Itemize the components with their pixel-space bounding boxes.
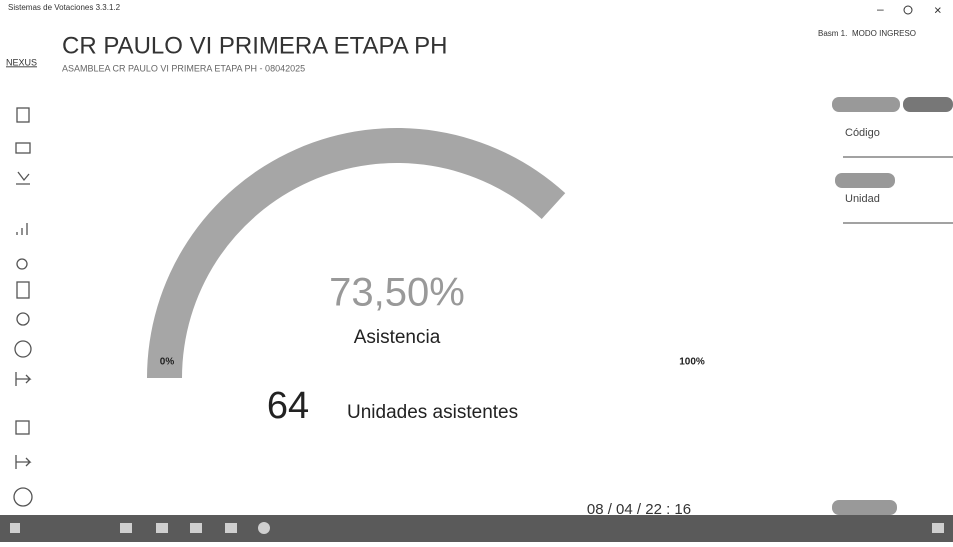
app-window: Sistemas de Votaciones 3.3.1.2 – × NEXUS…: [0, 0, 953, 542]
panel-button[interactable]: [903, 97, 953, 112]
gauge-tick-label: 100%: [679, 357, 705, 368]
gauge-label: Asistencia: [354, 327, 441, 348]
gauge-tick-label: 0%: [160, 357, 175, 368]
unit-label: Unidad: [845, 193, 880, 205]
page-subtitle: ASAMBLEA CR PAULO VI PRIMERA ETAPA PH - …: [62, 63, 305, 73]
code-label: Código: [845, 127, 880, 139]
panel-button[interactable]: [835, 173, 895, 188]
minimize-button[interactable]: –: [877, 2, 884, 16]
menu-icon[interactable]: [16, 372, 30, 386]
page-title: CR PAULO VI PRIMERA ETAPA PH: [62, 32, 447, 59]
taskbar-app[interactable]: [225, 523, 237, 533]
window-title: Sistemas de Votaciones 3.3.1.2: [8, 3, 121, 12]
taskbar: [0, 515, 953, 542]
attendance-count: 64: [267, 385, 309, 427]
menu-icon[interactable]: [15, 341, 31, 357]
menu-icon[interactable]: [17, 108, 29, 122]
sidebar: [14, 108, 32, 506]
menu-icon[interactable]: [16, 455, 30, 469]
taskbar-app[interactable]: [190, 523, 202, 533]
close-button[interactable]: ×: [934, 2, 942, 17]
menu-icon[interactable]: [16, 421, 29, 434]
start-button[interactable]: [10, 523, 20, 533]
taskbar-app[interactable]: [156, 523, 168, 533]
menu-icon[interactable]: [14, 488, 32, 506]
menu-icon[interactable]: [17, 223, 27, 235]
menu-icon[interactable]: [17, 282, 29, 298]
menu-icon[interactable]: [16, 172, 30, 184]
mode-label: MODO INGRESO: [852, 29, 916, 38]
attendance-label: Unidades asistentes: [347, 402, 518, 423]
taskbar-app[interactable]: [258, 522, 270, 534]
gauge-value: 73,50%: [329, 271, 465, 315]
menu-icon[interactable]: [17, 313, 29, 325]
page: Sistemas de Votaciones 3.3.1.2 – × NEXUS…: [0, 0, 953, 542]
panel-button[interactable]: [832, 500, 897, 515]
logo: NEXUS: [6, 57, 37, 67]
maximize-button[interactable]: [904, 6, 912, 14]
menu-icon[interactable]: [16, 143, 30, 153]
notifications[interactable]: [932, 523, 944, 533]
taskbar-app[interactable]: [120, 523, 132, 533]
menu-icon[interactable]: [17, 259, 27, 269]
panel-button[interactable]: [832, 97, 900, 112]
user-label: Basm 1.: [818, 29, 847, 38]
